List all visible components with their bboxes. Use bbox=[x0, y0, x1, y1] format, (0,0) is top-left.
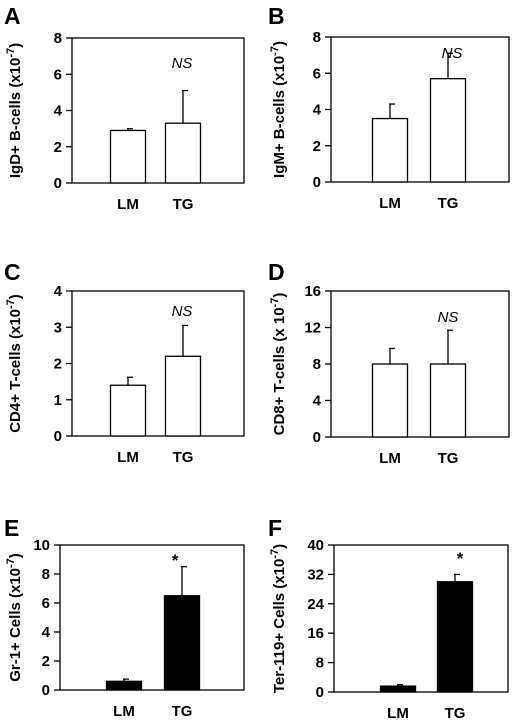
y-tick-label: 4 bbox=[313, 102, 322, 119]
bar-tg bbox=[429, 78, 467, 183]
y-tick-label: 40 bbox=[307, 537, 324, 554]
bar-lm bbox=[109, 129, 147, 184]
category-label: LM bbox=[117, 449, 139, 466]
bar-lm bbox=[379, 685, 417, 693]
y-tick-label: 24 bbox=[307, 596, 324, 613]
y-axis-label: IgD+ B-cells (x10-7) bbox=[5, 43, 24, 178]
panel-letter: F bbox=[268, 515, 282, 541]
y-tick-label: 1 bbox=[54, 392, 62, 409]
category-label: TG bbox=[172, 703, 193, 720]
y-tick-label: 4 bbox=[313, 393, 322, 410]
category-label: TG bbox=[173, 449, 194, 466]
y-tick-label: 0 bbox=[313, 174, 321, 191]
y-tick-label: 12 bbox=[304, 320, 321, 337]
y-tick-label: 4 bbox=[54, 283, 63, 300]
bar-lm bbox=[371, 117, 409, 183]
panel-b: B 0 2 4 6 8 IgM+ B-cells (x10-7) LM TG NS bbox=[268, 3, 510, 212]
plot-frame bbox=[59, 544, 245, 691]
y-tick-label: 2 bbox=[54, 139, 62, 156]
panel-e: E 0 2 4 6 8 10 Gr-1+ Cells (x10-7) LM TG * bbox=[4, 515, 245, 720]
panel-letter: B bbox=[268, 3, 285, 29]
significance-ns: NS bbox=[442, 45, 463, 62]
y-tick-label: 8 bbox=[316, 655, 324, 672]
y-tick-label: 0 bbox=[316, 684, 324, 701]
bar-tg bbox=[164, 355, 202, 437]
panel-letter: A bbox=[4, 3, 21, 29]
category-label: LM bbox=[379, 195, 401, 212]
category-label: LM bbox=[113, 703, 135, 720]
panel-a: A 0 2 4 6 8 IgD+ B-cells (x10-7) LM TG NS bbox=[4, 3, 245, 213]
bar-tg bbox=[436, 581, 474, 693]
plot-frame bbox=[71, 290, 245, 437]
y-axis-label: Gr-1+ Cells (x10-7) bbox=[5, 553, 24, 682]
y-tick-label: 4 bbox=[54, 103, 63, 120]
panel-letter: C bbox=[4, 259, 21, 285]
category-label: LM bbox=[117, 196, 139, 213]
category-label: LM bbox=[379, 450, 401, 467]
y-tick-label: 2 bbox=[313, 138, 321, 155]
plot-frame bbox=[333, 544, 509, 693]
panel-f: F 0 8 16 24 32 40 Ter-119+ Cells (x10-7) LM TG * bbox=[268, 515, 509, 722]
y-tick-label: 8 bbox=[42, 566, 50, 583]
category-label: TG bbox=[173, 196, 194, 213]
plot-frame bbox=[330, 36, 510, 183]
bar-lm bbox=[105, 680, 143, 691]
y-tick-label: 3 bbox=[54, 319, 62, 336]
y-tick-label: 2 bbox=[42, 653, 50, 670]
plot-frame bbox=[71, 37, 245, 184]
panel-c: C 0 1 2 3 4 CD4+ T-cells (x10-7) LM TG NS bbox=[4, 259, 245, 466]
bar-tg bbox=[429, 363, 467, 438]
significance-ns: NS bbox=[172, 55, 193, 72]
y-tick-label: 0 bbox=[42, 682, 50, 699]
y-axis-label: Ter-119+ Cells (x10-7) bbox=[269, 544, 288, 693]
category-label: TG bbox=[438, 450, 459, 467]
y-axis-label: CD4+ T-cells (x10-7) bbox=[5, 294, 24, 433]
y-tick-label: 0 bbox=[313, 429, 321, 446]
plot-frame bbox=[330, 290, 510, 438]
y-axis-label: CD8+ T-cells (x 10-7) bbox=[269, 293, 288, 436]
significance-ns: NS bbox=[172, 303, 193, 320]
panel-letter: E bbox=[4, 515, 19, 541]
y-axis-label: IgM+ B-cells (x10-7) bbox=[269, 41, 288, 178]
y-tick-label: 8 bbox=[54, 30, 62, 47]
category-label: TG bbox=[445, 705, 466, 722]
y-tick-label: 6 bbox=[42, 595, 50, 612]
category-label: LM bbox=[387, 705, 409, 722]
y-tick-label: 16 bbox=[307, 625, 324, 642]
y-tick-label: 2 bbox=[54, 356, 62, 373]
y-tick-label: 32 bbox=[307, 566, 324, 583]
y-tick-label: 4 bbox=[42, 624, 51, 641]
significance-star: * bbox=[172, 551, 179, 570]
significance-ns: NS bbox=[438, 309, 459, 326]
bar-tg bbox=[164, 122, 202, 184]
y-tick-label: 8 bbox=[313, 356, 321, 373]
y-tick-label: 6 bbox=[313, 65, 321, 82]
y-tick-label: 6 bbox=[54, 66, 62, 83]
y-tick-label: 0 bbox=[54, 175, 62, 192]
panel-d: D 0 4 8 12 16 CD8+ T-cells (x 10-7) LM TG NS bbox=[268, 259, 510, 467]
bar-lm bbox=[109, 384, 147, 437]
bar-lm bbox=[371, 363, 409, 438]
panel-letter: D bbox=[268, 259, 285, 285]
y-tick-label: 8 bbox=[313, 29, 321, 46]
significance-star: * bbox=[457, 549, 464, 568]
bar-tg bbox=[163, 595, 201, 691]
y-tick-label: 10 bbox=[33, 537, 50, 554]
y-tick-label: 0 bbox=[54, 428, 62, 445]
category-label: TG bbox=[438, 195, 459, 212]
y-tick-label: 16 bbox=[304, 283, 321, 300]
